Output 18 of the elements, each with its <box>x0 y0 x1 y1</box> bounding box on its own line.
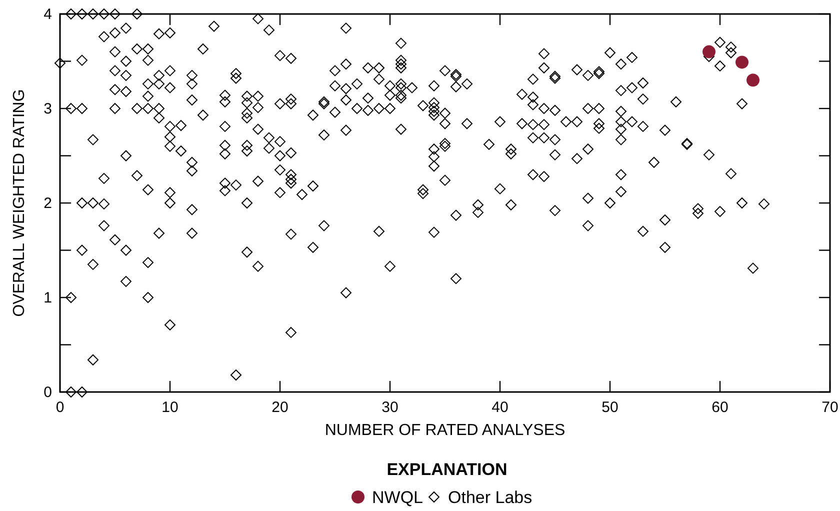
y-tick-label: 3 <box>44 100 52 118</box>
x-tick-label: 40 <box>492 399 508 416</box>
y-tick-label: 1 <box>44 290 52 306</box>
x-tick-label: 30 <box>382 399 398 416</box>
legend-title: EXPLANATION <box>386 460 508 479</box>
y-tick-label: 4 <box>44 6 52 23</box>
y-tick-label: 0 <box>44 384 52 401</box>
y-axis-title: OVERALL WEIGHTED RATING <box>11 89 28 317</box>
legend-label: Other Labs <box>448 488 532 507</box>
x-tick-label: 50 <box>602 399 618 416</box>
x-tick-label: 0 <box>56 399 64 416</box>
x-tick-label: 60 <box>712 399 728 416</box>
y-tick-label: 2 <box>44 195 52 212</box>
legend-label: NWQL <box>372 488 423 507</box>
x-tick-label: 70 <box>822 399 838 416</box>
x-tick-label: 10 <box>162 399 178 416</box>
x-axis-title: NUMBER OF RATED ANALYSES <box>324 422 566 439</box>
x-tick-label: 20 <box>272 399 288 416</box>
